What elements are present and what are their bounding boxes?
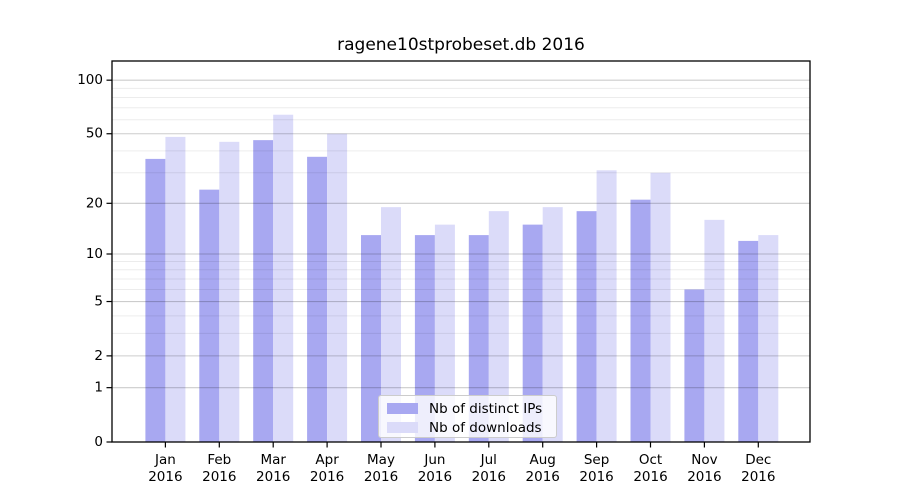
x-tick-label-month: Nov bbox=[691, 452, 717, 468]
x-tick-label-month: Sep bbox=[584, 452, 609, 468]
x-tick-label-month: May bbox=[367, 452, 395, 468]
bar-downloads bbox=[327, 133, 348, 442]
bar-distinct-ips bbox=[145, 158, 166, 442]
x-tick-label-year: 2016 bbox=[364, 469, 398, 485]
x-tick-label-year: 2016 bbox=[202, 469, 236, 485]
bar-distinct-ips bbox=[684, 289, 705, 442]
x-tick-label-year: 2016 bbox=[687, 469, 721, 485]
bar-distinct-ips bbox=[414, 235, 435, 442]
x-tick-label-month: Jan bbox=[154, 452, 176, 468]
x-tick-label-year: 2016 bbox=[741, 469, 775, 485]
bar-downloads bbox=[219, 141, 240, 442]
x-tick-label-month: Jul bbox=[480, 452, 497, 468]
bar-downloads bbox=[488, 211, 509, 442]
x-tick-label-month: Dec bbox=[745, 452, 771, 468]
bar-downloads bbox=[165, 136, 186, 442]
legend-label-downloads: Nb of downloads bbox=[429, 419, 542, 436]
bar-downloads bbox=[650, 172, 671, 443]
legend: Nb of distinct IPs Nb of downloads bbox=[378, 395, 557, 438]
x-tick-label-month: Jun bbox=[423, 452, 445, 468]
x-tick-label-month: Mar bbox=[260, 452, 286, 468]
x-tick-label-month: Aug bbox=[530, 452, 556, 468]
bar-distinct-ips bbox=[253, 140, 274, 442]
chart-title: ragene10stprobeset.db 2016 bbox=[337, 35, 585, 55]
bar-downloads bbox=[273, 114, 294, 443]
x-tick-label-year: 2016 bbox=[310, 469, 344, 485]
x-tick-label-year: 2016 bbox=[579, 469, 613, 485]
legend-item-downloads: Nb of downloads bbox=[387, 419, 556, 436]
bar-distinct-ips bbox=[630, 199, 651, 442]
bar-downloads bbox=[542, 207, 563, 442]
bar-distinct-ips bbox=[361, 235, 381, 442]
x-tick-label-year: 2016 bbox=[418, 469, 452, 485]
bar-distinct-ips bbox=[307, 156, 328, 443]
bar-downloads bbox=[596, 170, 617, 442]
x-tick-label-year: 2016 bbox=[148, 469, 182, 485]
y-tick-label: 2 bbox=[94, 348, 103, 364]
y-tick-label: 100 bbox=[77, 72, 103, 88]
x-tick-label-year: 2016 bbox=[526, 469, 560, 485]
bar-distinct-ips bbox=[468, 235, 489, 442]
legend-item-distinct-ips: Nb of distinct IPs bbox=[387, 400, 556, 417]
legend-swatch-downloads bbox=[387, 422, 418, 433]
y-tick-label: 10 bbox=[86, 246, 103, 262]
bar-distinct-ips bbox=[199, 189, 220, 442]
x-tick-label-month: Feb bbox=[207, 452, 231, 468]
plot-border bbox=[111, 60, 811, 443]
legend-label-distinct-ips: Nb of distinct IPs bbox=[429, 400, 543, 417]
x-tick-label-month: Oct bbox=[639, 452, 662, 468]
x-tick-label-year: 2016 bbox=[256, 469, 290, 485]
y-tick-label: 1 bbox=[94, 380, 103, 396]
y-tick-label: 50 bbox=[86, 126, 103, 142]
x-tick-label-year: 2016 bbox=[472, 469, 506, 485]
bar-downloads bbox=[758, 235, 779, 442]
bar-downloads bbox=[434, 224, 455, 442]
bar-distinct-ips bbox=[738, 240, 759, 442]
bar-downloads bbox=[381, 207, 401, 442]
y-tick-label: 20 bbox=[86, 195, 103, 211]
x-tick-label-month: Apr bbox=[315, 452, 339, 468]
y-tick-label: 5 bbox=[94, 294, 103, 310]
legend-swatch-distinct-ips bbox=[387, 403, 418, 414]
bar-downloads bbox=[704, 219, 725, 442]
bar-distinct-ips bbox=[522, 224, 543, 442]
y-tick-label: 0 bbox=[94, 434, 103, 450]
bar-distinct-ips bbox=[576, 211, 597, 442]
x-tick-label-year: 2016 bbox=[633, 469, 667, 485]
